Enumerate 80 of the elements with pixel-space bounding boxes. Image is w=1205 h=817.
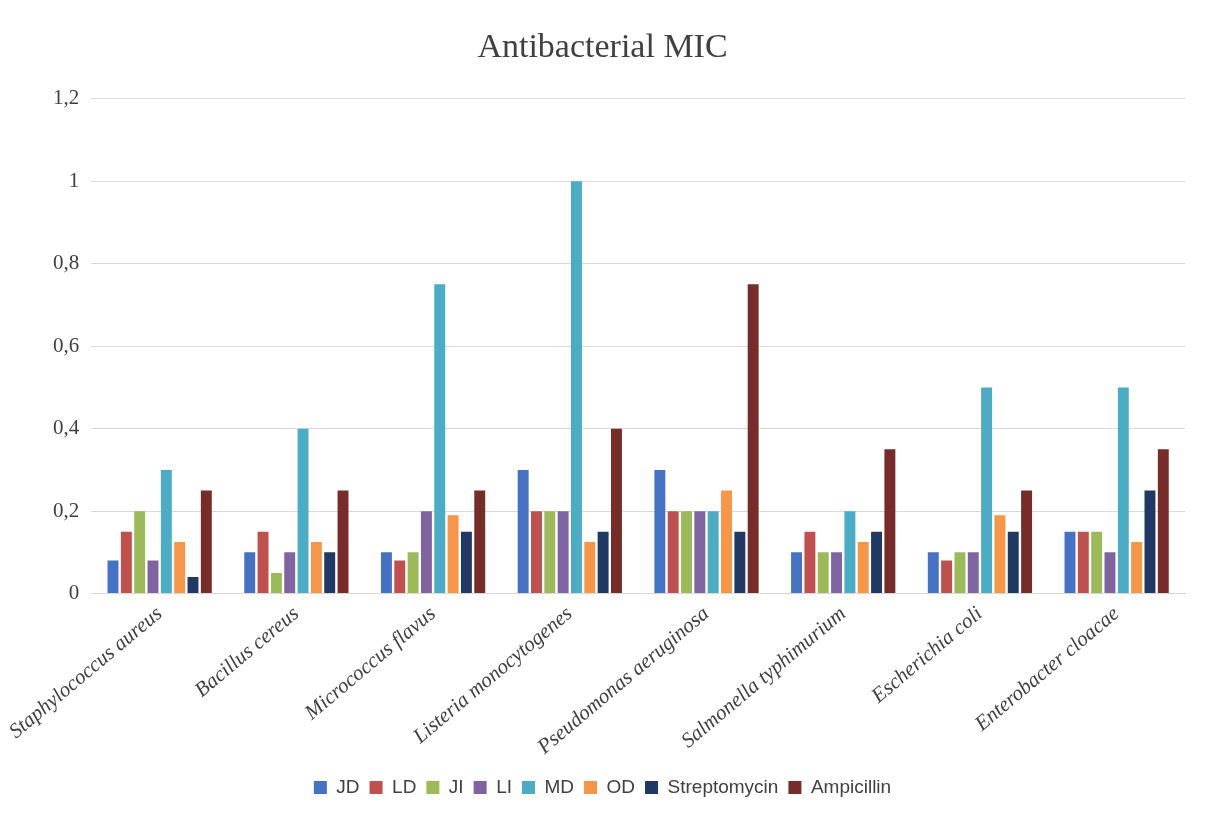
bar <box>707 511 719 594</box>
bar <box>831 552 843 594</box>
bar <box>871 531 883 594</box>
bar <box>654 469 666 594</box>
bar <box>160 469 172 594</box>
bar <box>310 542 322 594</box>
legend-label: MD <box>544 775 575 797</box>
bar <box>517 469 529 594</box>
bar <box>694 511 706 594</box>
bar <box>134 511 146 594</box>
bar <box>681 511 692 594</box>
bar <box>324 552 336 594</box>
bar <box>531 511 542 594</box>
bar <box>667 511 679 594</box>
bar <box>107 560 119 594</box>
bar <box>817 552 829 594</box>
bar <box>747 284 759 594</box>
bar <box>981 387 993 594</box>
bar <box>120 531 132 594</box>
bar <box>1131 542 1143 594</box>
bar <box>884 449 896 594</box>
legend-label: Streptomycin <box>667 775 779 797</box>
legend-label: JI <box>448 775 464 797</box>
bar <box>244 552 256 594</box>
bar <box>447 515 459 594</box>
bar <box>147 560 159 594</box>
y-tick-label: 0,4 <box>53 415 80 440</box>
bar <box>380 552 392 594</box>
bar <box>1077 531 1089 594</box>
bar <box>1021 490 1033 594</box>
bar <box>1007 531 1019 594</box>
bar <box>420 511 432 594</box>
bar <box>1064 531 1076 594</box>
y-tick-label: 0 <box>68 580 80 605</box>
legend-label: LD <box>392 775 417 797</box>
y-tick-label: 0,2 <box>53 497 80 522</box>
chart-title: Antibacterial MIC <box>477 27 728 65</box>
bar <box>557 511 569 594</box>
bar <box>804 531 816 594</box>
bar <box>284 552 296 594</box>
legend-label: Ampicillin <box>810 775 892 797</box>
bar <box>721 490 732 594</box>
bar <box>337 490 349 594</box>
bar <box>474 490 486 594</box>
bar <box>857 542 869 594</box>
y-tick-label: 0,8 <box>53 250 80 275</box>
bar <box>1157 449 1169 594</box>
bar <box>967 552 979 594</box>
bar <box>394 560 406 594</box>
bar <box>791 552 803 594</box>
bar <box>1117 387 1129 594</box>
bar <box>597 531 609 594</box>
bar <box>174 542 186 594</box>
bar <box>941 560 953 594</box>
bar <box>434 284 446 594</box>
bar <box>407 552 419 594</box>
legend-label: JD <box>336 775 360 797</box>
y-tick-label: 0,6 <box>53 332 80 357</box>
y-tick-label: 1,2 <box>53 85 80 110</box>
y-tick-label: 1 <box>68 167 80 192</box>
bar <box>584 542 596 594</box>
bar <box>734 531 746 594</box>
bar <box>270 572 282 594</box>
bar <box>257 531 269 594</box>
bar <box>954 552 966 594</box>
legend-label: LI <box>496 775 512 797</box>
bar <box>460 531 472 594</box>
bar <box>927 552 939 594</box>
bar <box>1091 531 1103 594</box>
legend-label: OD <box>606 775 636 797</box>
bar <box>610 428 622 594</box>
bar <box>844 511 856 594</box>
bar <box>544 511 556 594</box>
bar <box>200 490 212 594</box>
bar <box>1144 490 1156 594</box>
bar <box>994 515 1006 594</box>
bar <box>187 577 199 594</box>
bar <box>571 181 582 594</box>
bar <box>1104 552 1116 594</box>
bar <box>297 428 309 594</box>
